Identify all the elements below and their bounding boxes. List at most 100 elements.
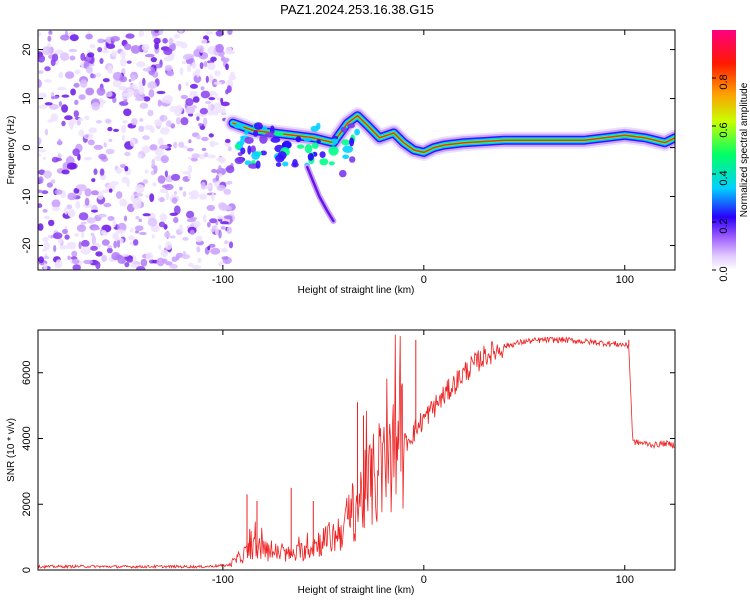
noise-blob	[166, 70, 175, 77]
noise-blob	[218, 173, 223, 178]
signal-clump	[251, 151, 260, 160]
noise-blob	[115, 229, 126, 234]
noise-blob	[85, 33, 93, 40]
noise-blob	[225, 138, 231, 144]
noise-blob	[159, 114, 168, 122]
noise-blob	[119, 86, 125, 91]
noise-blob	[218, 165, 222, 172]
signal-clump	[255, 160, 261, 169]
noise-blob	[130, 45, 141, 54]
noise-blob	[103, 142, 107, 148]
noise-blob	[188, 262, 194, 267]
noise-blob	[46, 182, 54, 188]
noise-blob	[207, 62, 216, 71]
noise-blob	[131, 74, 136, 82]
noise-blob	[215, 174, 220, 181]
noise-blob	[130, 263, 140, 268]
noise-blob	[188, 191, 195, 196]
noise-blob	[93, 144, 103, 150]
noise-blob	[43, 255, 50, 260]
noise-blob	[181, 254, 191, 260]
noise-blob	[199, 45, 205, 53]
noise-blob	[72, 264, 81, 270]
noise-blob	[103, 202, 112, 208]
noise-blob	[97, 38, 105, 44]
noise-blob	[54, 49, 64, 55]
noise-blob	[143, 96, 151, 102]
signal-clump	[295, 136, 302, 143]
noise-blob	[98, 153, 107, 160]
noise-blob	[200, 86, 205, 91]
noise-blob	[149, 144, 158, 151]
noise-blob	[78, 94, 86, 100]
noise-blob	[135, 266, 146, 270]
colorbar-tick-label: 0.2	[718, 218, 730, 233]
noise-blob	[189, 229, 195, 236]
noise-blob	[208, 74, 214, 83]
y-tick-label: 10	[21, 92, 33, 104]
noise-blob	[90, 232, 95, 237]
noise-blob	[108, 188, 113, 193]
noise-blob	[107, 216, 115, 221]
noise-blob	[225, 165, 235, 174]
noise-blob	[156, 90, 166, 95]
noise-blob	[154, 155, 163, 161]
noise-blob	[120, 50, 126, 59]
noise-blob	[42, 236, 49, 243]
noise-blob	[216, 215, 225, 220]
noise-blob	[205, 75, 209, 83]
signal-clump	[347, 123, 355, 129]
noise-blob	[142, 67, 152, 72]
signal-clump	[244, 160, 252, 166]
noise-blob	[207, 103, 211, 112]
noise-blob	[219, 157, 226, 164]
noise-blob	[130, 138, 136, 147]
noise-blob	[113, 128, 119, 132]
noise-blob	[38, 92, 47, 99]
noise-blob	[38, 149, 46, 153]
noise-blob	[136, 61, 146, 68]
signal-clump	[273, 131, 284, 136]
noise-blob	[196, 70, 200, 78]
noise-blob	[107, 65, 113, 75]
noise-blob	[207, 154, 217, 159]
noise-blob	[50, 179, 56, 184]
noise-blob	[150, 214, 156, 219]
noise-blob	[160, 249, 169, 258]
signal-clump	[282, 161, 289, 167]
colorbar-label: Normalized spectral amplitude	[739, 82, 750, 217]
noise-blob	[140, 258, 148, 267]
noise-blob	[144, 53, 155, 58]
noise-blob	[99, 168, 105, 176]
signal-clump	[354, 128, 360, 136]
noise-blob	[121, 124, 126, 134]
noise-blob	[208, 97, 216, 101]
noise-blob	[153, 165, 158, 174]
noise-blob	[220, 55, 225, 62]
noise-blob	[53, 245, 57, 252]
noise-blob	[157, 99, 162, 107]
noise-blob	[178, 141, 185, 148]
noise-blob	[44, 79, 52, 83]
signal-clump	[319, 158, 329, 166]
noise-blob	[38, 203, 43, 208]
noise-blob	[225, 46, 233, 55]
noise-blob	[101, 189, 109, 193]
noise-blob	[186, 210, 195, 219]
noise-blob	[138, 125, 145, 132]
noise-blob	[178, 83, 182, 91]
x-tick-label: -100	[212, 274, 234, 286]
noise-blob	[169, 212, 178, 216]
noise-blob	[142, 135, 150, 141]
noise-blob	[125, 33, 135, 39]
y-tick-label: 6000	[21, 360, 33, 384]
noise-blob	[137, 153, 142, 159]
noise-blob	[147, 217, 158, 227]
noise-blob	[91, 209, 98, 213]
noise-blob	[138, 30, 145, 37]
noise-blob	[112, 232, 120, 240]
noise-blob	[189, 217, 198, 220]
noise-blob	[89, 44, 96, 49]
noise-blob	[66, 162, 77, 170]
